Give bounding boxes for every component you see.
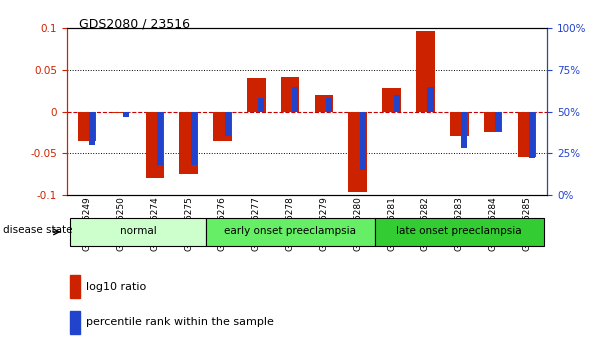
Bar — [416, 31, 435, 112]
Bar — [427, 87, 434, 112]
Bar — [179, 112, 198, 174]
Bar — [213, 112, 232, 141]
FancyBboxPatch shape — [71, 217, 206, 246]
Bar — [281, 76, 299, 112]
Text: log10 ratio: log10 ratio — [86, 281, 146, 292]
Text: early onset preeclampsia: early onset preeclampsia — [224, 226, 356, 236]
Bar — [484, 112, 502, 132]
Bar — [191, 112, 197, 165]
Bar — [517, 112, 536, 157]
Bar — [450, 112, 469, 137]
Bar — [112, 112, 130, 113]
Bar — [247, 78, 266, 112]
Bar — [157, 112, 163, 165]
FancyBboxPatch shape — [206, 217, 375, 246]
Text: normal: normal — [120, 226, 156, 236]
Bar — [145, 112, 164, 178]
Bar — [461, 112, 468, 148]
Text: disease state: disease state — [3, 225, 72, 235]
FancyBboxPatch shape — [375, 217, 544, 246]
Bar — [360, 112, 366, 170]
Bar — [348, 112, 367, 192]
Text: GDS2080 / 23516: GDS2080 / 23516 — [79, 18, 190, 31]
Bar — [315, 95, 333, 112]
Bar — [495, 112, 501, 131]
Text: late onset preeclampsia: late onset preeclampsia — [396, 226, 522, 236]
Bar — [123, 112, 129, 116]
Bar — [78, 112, 97, 141]
Bar — [529, 112, 535, 158]
Bar — [224, 112, 230, 137]
Bar — [70, 311, 80, 334]
Bar — [326, 98, 332, 112]
Bar — [70, 275, 80, 298]
Bar — [89, 112, 95, 145]
Bar — [258, 98, 264, 112]
Bar — [292, 87, 299, 112]
Bar — [382, 88, 401, 112]
Text: percentile rank within the sample: percentile rank within the sample — [86, 317, 274, 327]
Bar — [393, 95, 399, 112]
